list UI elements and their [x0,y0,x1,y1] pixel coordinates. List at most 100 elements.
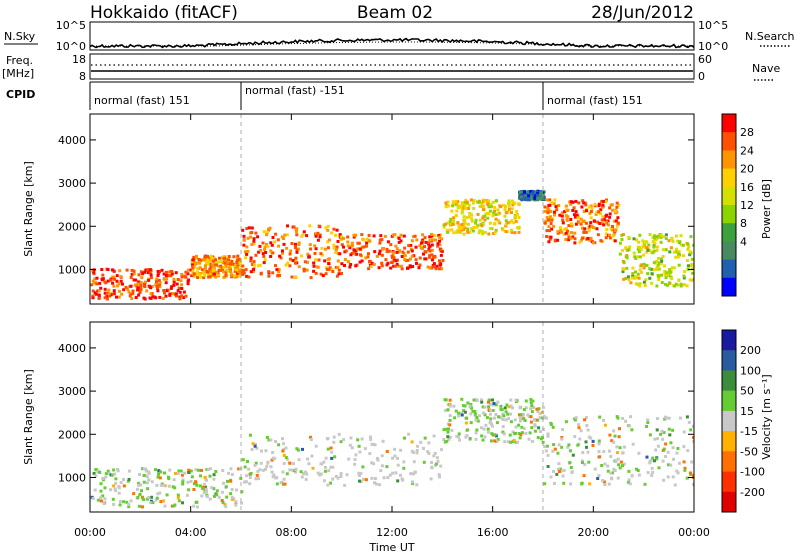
velocity-echo-cell [584,416,588,420]
power-echo-cell [246,249,250,253]
power-echo-cell [447,204,450,208]
velocity-echo-cell [140,489,143,493]
velocity-echo-cell [469,421,473,425]
power-echo-cell [430,243,434,247]
power-echo-cell [549,235,553,239]
power-echo-cell [460,228,464,232]
power-echo-cell [677,250,681,254]
power-echo-cell [100,278,104,282]
velocity-echo-cell [669,441,673,445]
power-echo-cell [238,272,242,276]
power-echo-cell [282,237,285,240]
velocity-echo-cell [249,433,252,437]
velocity-echo-cell [491,398,494,402]
power-echo-cell [508,201,512,205]
power-echo-cell [577,221,581,225]
velocity-echo-cell [91,496,95,500]
power-echo-cell [292,225,296,229]
power-echo-cell [229,270,233,274]
velocity-echo-cell [444,398,448,402]
power-echo-cell [180,275,184,279]
power-echo-cell [456,206,460,209]
power-echo-cell [659,240,663,244]
power-echo-cell [470,217,474,221]
power-echo-cell [151,295,155,299]
power-echo-cell [670,277,674,281]
power-echo-cell [420,240,424,243]
velocity-echo-cell [478,414,481,418]
colorbar-swatch [722,150,736,170]
velocity-echo-cell [517,423,521,427]
power-echo-cell [559,226,562,230]
power-echo-cell [137,273,141,277]
power-echo-cell [269,255,273,258]
power-echo-cell [545,198,549,202]
velocity-echo-cell [618,427,621,431]
power-echo-cell [409,243,413,247]
velocity-echo-cell [350,446,354,450]
velocity-echo-cell [516,440,519,444]
velocity-echo-cell [587,435,591,439]
power-echo-cell [507,204,511,208]
velocity-echo-cell [222,481,226,485]
velocity-echo-cell [319,472,323,476]
power-echo-cell [556,230,560,234]
power-echo-cell [491,214,495,218]
velocity-echo-cell [457,414,461,418]
power-echo-cell [686,259,689,262]
power-echo-cell [335,228,339,232]
velocity-echo-cell [675,451,679,455]
velocity-echo-cell [692,440,694,443]
velocity-echo-cell [329,465,333,469]
power-echo-cell [474,218,478,222]
velocity-echo-cell [508,433,512,437]
velocity-echo-cell [411,450,415,454]
velocity-echo-cell [499,407,503,411]
colorbar-tick-label: -100 [740,466,765,479]
velocity-echo-cell [195,483,199,487]
power-echo-cell [302,269,306,273]
power-echo-cell [415,261,418,265]
velocity-echo-cell [240,501,243,505]
power-echo-cell [452,219,456,223]
velocity-echo-cell [481,438,485,442]
velocity-echo-cell [687,420,691,424]
power-echo-cell [186,272,190,276]
power-echo-cell [238,274,242,278]
power-echo-cell [377,266,381,270]
time-axis-label: Time UT [368,541,414,554]
velocity-echo-cell [651,456,655,460]
power-echo-cell [562,233,566,236]
velocity-echo-cell [544,449,548,453]
colorbar-tick-label: 4 [740,235,747,248]
power-echo-cell [338,233,342,237]
velocity-echo-cell [101,494,105,498]
velocity-echo-cell [379,469,383,473]
velocity-echo-cell [666,475,670,479]
power-echo-cell [92,270,96,274]
power-echo-cell [588,238,592,242]
colorbar-tick-label: 20 [740,163,754,176]
power-echo-cell [430,232,433,236]
power-echo-cell [692,277,694,281]
power-echo-cell [178,295,182,299]
power-echo-cell [397,250,401,254]
velocity-echo-cell [671,446,675,450]
power-echo-cell [158,285,162,289]
colorbar-swatch [722,431,736,452]
power-echo-cell [124,285,128,289]
power-echo-cell [111,275,115,279]
power-echo-cell [226,258,230,262]
velocity-echo-cell [628,482,632,486]
power-echo-cell [174,271,178,275]
colorbar-swatch [722,410,736,432]
power-echo-cell [164,270,168,274]
power-echo-cell [336,259,340,263]
power-echo-cell [165,289,169,293]
velocity-echo-cell [543,445,547,448]
power-echo-cell [269,241,273,245]
velocity-echo-cell [618,446,622,450]
velocity-echo-cell [248,482,252,486]
velocity-echo-cell [94,468,98,471]
power-echo-cell [134,296,138,299]
